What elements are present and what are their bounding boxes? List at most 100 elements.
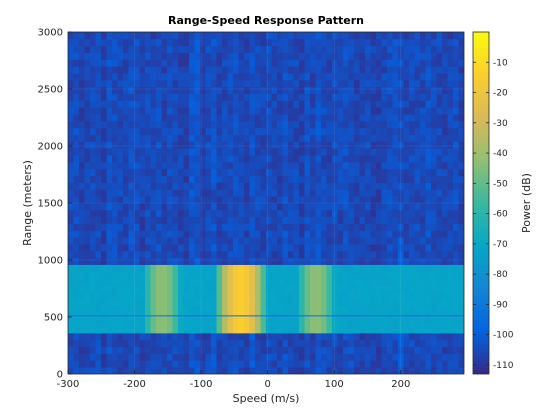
heatmap-cell — [205, 196, 212, 204]
heatmap-cell — [194, 346, 201, 354]
heatmap-cell — [194, 278, 201, 286]
heatmap-cell — [387, 79, 393, 88]
heatmap-cell — [117, 134, 124, 142]
heatmap-cell — [409, 278, 415, 286]
heatmap-cell — [310, 141, 316, 149]
heatmap-cell — [293, 257, 300, 265]
heatmap-cell — [101, 38, 107, 47]
heatmap-cell — [392, 182, 399, 190]
heatmap-cell — [79, 203, 85, 211]
heatmap-cell — [183, 264, 190, 272]
heatmap-cell — [420, 209, 426, 218]
heatmap-cell — [255, 114, 261, 122]
heatmap-cell — [376, 161, 382, 170]
heatmap-cell — [359, 223, 366, 231]
heatmap-cell — [425, 209, 432, 218]
heatmap-cell — [321, 264, 327, 272]
heatmap-cell — [194, 182, 201, 190]
heatmap-cell — [211, 271, 217, 279]
heatmap-cell — [90, 353, 96, 361]
heatmap-cell — [403, 257, 410, 265]
heatmap-cell — [293, 250, 300, 259]
heatmap-cell — [106, 339, 113, 348]
heatmap-cell — [134, 107, 140, 115]
heatmap-cell — [271, 100, 278, 108]
heatmap-cell — [249, 100, 256, 108]
heatmap-cell — [403, 161, 410, 170]
heatmap-cell — [161, 367, 168, 374]
heatmap-cell — [194, 155, 201, 163]
heatmap-cell — [271, 86, 278, 94]
heatmap-cell — [200, 32, 206, 40]
heatmap-cell — [260, 134, 267, 142]
heatmap-cell — [288, 155, 294, 163]
heatmap-cell — [156, 134, 162, 142]
heatmap-cell — [304, 114, 311, 122]
heatmap-cell — [425, 196, 432, 204]
heatmap-cell — [288, 93, 294, 101]
heatmap-cell — [260, 52, 267, 60]
heatmap-cell — [128, 298, 135, 306]
heatmap-cell — [106, 168, 113, 177]
heatmap-cell — [194, 305, 201, 313]
heatmap-cell — [420, 332, 426, 341]
heatmap-cell — [359, 168, 366, 177]
heatmap-cell — [392, 93, 399, 101]
heatmap-cell — [84, 250, 91, 259]
heatmap-cell — [409, 271, 415, 279]
heatmap-cell — [222, 285, 228, 293]
heatmap-cell — [332, 250, 338, 259]
heatmap-cell — [442, 182, 448, 190]
chart-title: Range-Speed Response Pattern — [168, 14, 364, 27]
heatmap-cell — [348, 223, 355, 231]
heatmap-cell — [79, 216, 85, 224]
heatmap-cell — [106, 45, 113, 53]
heatmap-cell — [447, 161, 454, 170]
heatmap-cell — [326, 360, 333, 368]
heatmap-cell — [134, 264, 140, 272]
heatmap-cell — [431, 264, 437, 272]
heatmap-cell — [354, 73, 360, 81]
heatmap-cell — [277, 291, 283, 300]
heatmap-cell — [134, 203, 140, 211]
heatmap-cell — [310, 332, 316, 341]
heatmap-cell — [293, 59, 300, 67]
heatmap-cell — [365, 326, 371, 334]
heatmap-cell — [244, 155, 250, 163]
heatmap-cell — [387, 319, 393, 327]
heatmap-cell — [337, 339, 344, 348]
heatmap-cell — [112, 305, 118, 313]
heatmap-cell — [310, 175, 316, 183]
heatmap-cell — [161, 73, 168, 81]
heatmap-cell — [376, 155, 382, 163]
heatmap-cell — [222, 100, 228, 108]
heatmap-cell — [315, 346, 322, 354]
heatmap-cell — [425, 230, 432, 238]
heatmap-cell — [453, 278, 459, 286]
heatmap-cell — [354, 32, 360, 40]
heatmap-cell — [376, 285, 382, 293]
heatmap-cell — [244, 175, 250, 183]
heatmap-cell — [282, 230, 289, 238]
heatmap-cell — [139, 189, 146, 197]
heatmap-cell — [161, 86, 168, 94]
heatmap-cell — [315, 196, 322, 204]
heatmap-cell — [260, 332, 267, 341]
heatmap-cell — [414, 285, 421, 293]
heatmap-cell — [271, 230, 278, 238]
heatmap-cell — [282, 216, 289, 224]
heatmap-cell — [244, 339, 250, 348]
heatmap-cell — [84, 107, 91, 115]
heatmap-cell — [183, 244, 190, 252]
heatmap-cell — [436, 237, 443, 245]
heatmap-cell — [79, 45, 85, 53]
heatmap-cell — [68, 93, 74, 101]
heatmap-cell — [370, 353, 377, 361]
heatmap-cell — [156, 66, 162, 74]
heatmap-cell — [161, 155, 168, 163]
heatmap-cell — [376, 237, 382, 245]
heatmap-cell — [337, 285, 344, 293]
heatmap-cell — [304, 353, 311, 361]
heatmap-cell — [112, 161, 118, 170]
heatmap-cell — [326, 278, 333, 286]
